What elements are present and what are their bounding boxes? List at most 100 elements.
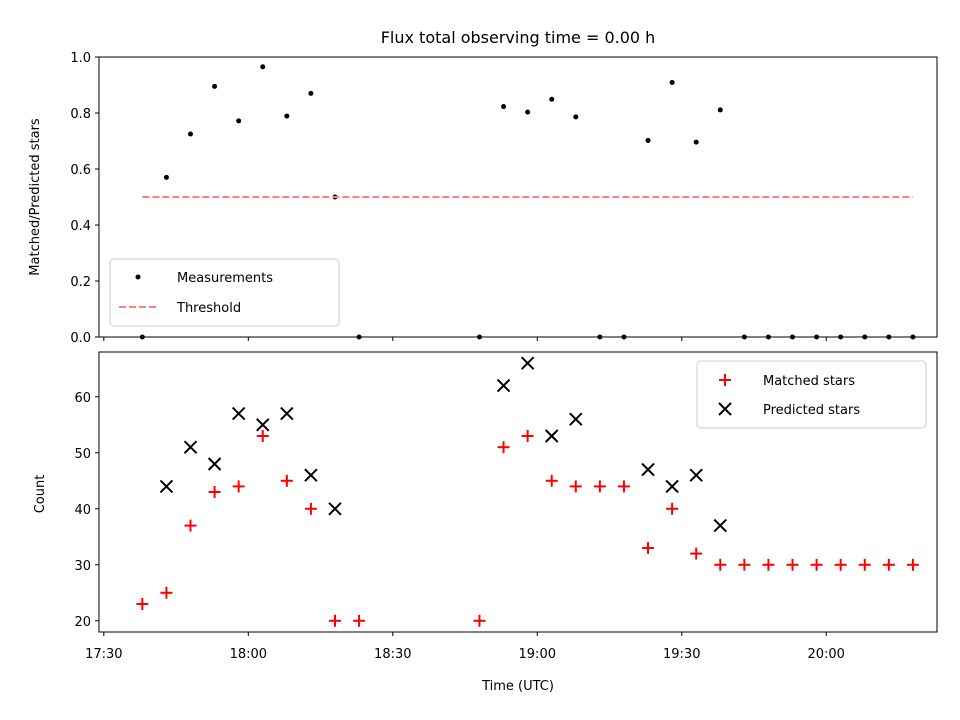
bottom-xtick-label: 17:30: [85, 647, 122, 662]
measurement-point: [669, 79, 675, 85]
top-ytick-label: 0.8: [70, 107, 91, 122]
bottom-xtick-label: 19:30: [663, 647, 700, 662]
predicted-stars-point: [665, 479, 679, 494]
matched-stars-point: [738, 558, 751, 571]
measurement-point: [693, 139, 699, 145]
predicted-stars-point: [713, 518, 727, 533]
matched-stars-point: [232, 480, 245, 493]
matched-stars-point: [762, 558, 775, 571]
matched-stars-point: [858, 558, 871, 571]
matched-stars-point: [834, 558, 847, 571]
legend-marker-predicted: [718, 402, 732, 416]
top-legend-box: [109, 258, 340, 327]
bottom-ytick-label: 40: [74, 503, 91, 518]
measurement-point: [284, 113, 290, 119]
matched-stars-point: [473, 614, 486, 627]
bottom-ylabel: Count: [33, 475, 48, 514]
bottom-ytick-label: 60: [74, 391, 91, 406]
matched-stars-point: [136, 598, 149, 610]
predicted-stars-point: [520, 356, 535, 370]
legend-label-threshold: Threshold: [176, 301, 241, 316]
measurement-point: [260, 64, 266, 70]
bottom-xtick-label: 20:00: [807, 647, 844, 662]
top-ytick-label: 1.0: [70, 51, 91, 66]
measurement-point: [212, 83, 218, 89]
bottom-legend-box: [696, 360, 927, 429]
legend-label-predicted: Predicted stars: [763, 403, 860, 418]
top-ytick-label: 0.2: [70, 275, 91, 290]
measurement-point: [549, 96, 555, 102]
matched-stars-point: [160, 586, 173, 599]
measurement-point: [717, 107, 723, 113]
bottom-xtick-label: 18:30: [374, 647, 411, 662]
predicted-stars-point: [641, 462, 655, 477]
measurement-point: [645, 137, 651, 143]
bottom-ytick-label: 30: [74, 559, 91, 574]
matched-stars-point: [353, 614, 366, 627]
bottom-axes-frame: [98, 351, 938, 633]
bottom-legend: Matched stars Predicted stars: [696, 360, 927, 429]
predicted-stars-point: [231, 406, 246, 421]
measurement-point: [308, 90, 314, 96]
predicted-stars-point: [496, 378, 511, 393]
top-axes-frame: [98, 56, 938, 338]
measurement-point: [163, 174, 169, 180]
predicted-stars-point: [304, 468, 318, 482]
matched-stars-point: [810, 558, 823, 571]
matched-stars-point: [714, 558, 727, 571]
matched-stars-point: [642, 542, 655, 554]
predicted-stars-point: [689, 468, 703, 482]
predicted-stars-point: [183, 440, 198, 454]
measurement-point: [188, 131, 194, 137]
matched-stars-point: [593, 480, 606, 493]
matched-stars-point: [545, 474, 558, 487]
matched-stars-point: [256, 430, 269, 442]
predicted-stars-point: [328, 502, 342, 516]
bottom-xticks: 17:30 18:00 18:30 19:00 19:30 20:00: [85, 632, 845, 662]
top-ylabel: Matched/Predicted stars: [28, 118, 43, 276]
matched-stars-point: [569, 480, 582, 493]
matched-stars-point: [906, 558, 919, 571]
matched-stars-point: [690, 547, 703, 560]
matched-stars-point: [304, 502, 317, 515]
legend-label-measurements: Measurements: [177, 271, 273, 286]
matched-stars-point: [497, 441, 510, 454]
top-legend: Measurements Threshold: [109, 258, 340, 327]
top-ytick-label: 0.4: [70, 219, 91, 234]
legend-marker-measurements: [135, 274, 141, 280]
predicted-stars-point: [207, 457, 222, 471]
bottom-xtick-label: 18:00: [230, 647, 267, 662]
matched-stars-point: [184, 519, 197, 532]
measurement-point: [525, 109, 531, 115]
top-panel: Flux total observing time = 0.00 h Match…: [28, 28, 938, 346]
matched-stars-point: [617, 480, 630, 493]
measurement-point: [501, 104, 507, 110]
bottom-ytick-label: 50: [74, 447, 91, 462]
predicted-stars-point: [256, 418, 270, 432]
predicted-stars-point: [159, 479, 174, 494]
matched-stars-point: [521, 430, 534, 442]
matched-stars-point: [328, 614, 341, 627]
top-ytick-label: 0.6: [70, 163, 91, 178]
matched-stars-point: [208, 486, 221, 498]
bottom-yticks: 20 30 40 50 60: [74, 391, 99, 630]
top-yticks: 0.0 0.2 0.4 0.6 0.8 1.0: [70, 51, 99, 346]
measurement-point: [236, 118, 242, 124]
top-title: Flux total observing time = 0.00 h: [381, 28, 656, 47]
bottom-marks: [136, 356, 919, 627]
top-ytick-label: 0.0: [70, 331, 91, 346]
matched-stars-point: [882, 558, 895, 571]
bottom-panel: Count Time (UTC) 20 30 40 50 60 17:30 18:00 18…: [33, 351, 938, 694]
predicted-stars-point: [569, 412, 583, 426]
matched-stars-point: [280, 474, 293, 487]
legend-marker-matched: [719, 374, 731, 386]
top-marks: [139, 64, 916, 340]
measurement-point: [573, 114, 579, 120]
legend-label-matched: Matched stars: [763, 374, 855, 389]
bottom-xtick-label: 19:00: [519, 647, 556, 662]
matched-stars-point: [666, 502, 679, 515]
bottom-ytick-label: 20: [74, 615, 91, 630]
matched-stars-point: [786, 558, 799, 571]
predicted-stars-point: [545, 429, 559, 443]
